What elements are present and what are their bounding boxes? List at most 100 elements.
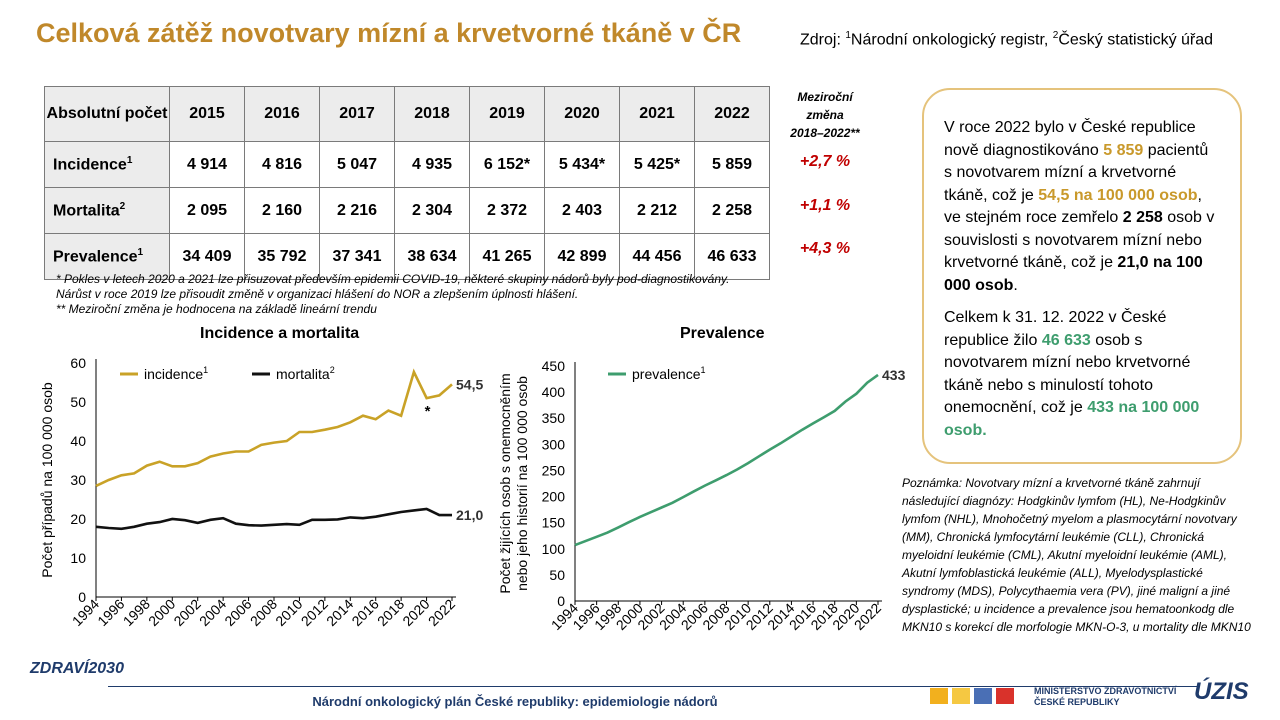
y-tick-label: 50 <box>549 567 565 583</box>
y-tick-label: 20 <box>70 511 86 527</box>
table-notes: * Pokles v letech 2020 a 2021 lze přisuz… <box>56 272 729 317</box>
absolute-count-table: Absolutní počet 2015 2016 2017 2018 2019… <box>44 86 770 280</box>
series-line-prevalence <box>574 373 879 547</box>
legend-label: incidence1 <box>144 365 208 382</box>
year-header: 2016 <box>244 86 320 142</box>
y-tick-label: 200 <box>542 489 566 505</box>
table-cell: 35 792 <box>244 233 320 280</box>
x-tick-label: 2000 <box>145 596 178 629</box>
x-tick-label: 2004 <box>196 596 229 629</box>
note-covid: * Pokles v letech 2020 a 2021 lze přisuz… <box>56 272 730 286</box>
summary-incidence: V roce 2022 bylo v České republice nově … <box>944 119 1215 294</box>
end-value-label: 21,0 <box>456 507 483 523</box>
table-cell: 38 634 <box>394 233 470 280</box>
diagnosis-note: Poznámka: Novotvary mízní a krvetvorné t… <box>902 476 1251 634</box>
x-tick-label: 1996 <box>94 596 127 629</box>
change-prevalence: +4,3 % <box>799 240 851 257</box>
note-2019: Nárůst v roce 2019 lze přisoudit změně v… <box>56 287 579 301</box>
y-tick-label: 0 <box>557 593 565 609</box>
table-cell: 6 152* <box>469 141 545 188</box>
table-cell: 5 859 <box>694 141 770 188</box>
change-incidence: +2,7 % <box>799 153 851 170</box>
series-line-mortalita <box>95 507 452 531</box>
year-header: 2017 <box>319 86 395 142</box>
y-tick-label: 100 <box>542 541 566 557</box>
table-header-row: Absolutní počet 2015 2016 2017 2018 2019… <box>44 86 770 142</box>
y-tick-label: 40 <box>70 433 86 449</box>
table-cell: 5 434* <box>544 141 620 188</box>
table-cell: 5 047 <box>319 141 395 188</box>
x-tick-label: 2020 <box>399 596 432 629</box>
row-label: Mortalita2 <box>44 187 170 234</box>
table-cell: 2 160 <box>244 187 320 234</box>
x-tick-label: 2002 <box>170 596 203 629</box>
x-tick-label: 2016 <box>348 596 381 629</box>
table-cell: 2 258 <box>694 187 770 234</box>
x-tick-label: 2018 <box>374 596 407 629</box>
table-cell: 2 372 <box>469 187 545 234</box>
x-tick-label: 2008 <box>247 596 280 629</box>
chart-title-incidence: Incidence a mortalita <box>200 325 360 342</box>
year-header: 2020 <box>544 86 620 142</box>
table-corner-label: Absolutní počet <box>44 86 170 142</box>
y-axis-label: Počet případů na 100 000 osob <box>39 382 55 578</box>
x-tick-label: 1998 <box>120 596 153 629</box>
table-cell: 41 265 <box>469 233 545 280</box>
covid-annotation: * <box>425 403 431 420</box>
y-tick-label: 250 <box>542 462 566 478</box>
legend-label: mortalita2 <box>276 365 335 382</box>
x-tick-label: 2014 <box>323 596 356 629</box>
series-line-incidence <box>95 368 453 488</box>
end-value-label: 54,5 <box>456 376 483 392</box>
table-cell: 4 935 <box>394 141 470 188</box>
x-tick-label: 2010 <box>272 596 305 629</box>
zdravi-2030-logo: ZDRAVÍ2030 <box>30 660 124 677</box>
table-cell: 2 403 <box>544 187 620 234</box>
table-cell: 34 409 <box>169 233 245 280</box>
y-tick-label: 400 <box>542 384 566 400</box>
table-row-prevalence: Prevalence1 34 409 35 792 37 341 38 634 … <box>44 233 770 280</box>
table-cell: 2 212 <box>619 187 695 234</box>
footer-title: Národní onkologický plán České republiky… <box>312 694 718 709</box>
row-label: Prevalence1 <box>44 233 170 280</box>
table-cell: 4 914 <box>169 141 245 188</box>
table-cell: 4 816 <box>244 141 320 188</box>
table-cell: 42 899 <box>544 233 620 280</box>
year-header: 2021 <box>619 86 695 142</box>
change-mortalita: +1,1 % <box>799 197 851 214</box>
y-tick-label: 30 <box>70 472 86 488</box>
summary-prevalence: Celkem k 31. 12. 2022 v České republice … <box>944 309 1200 439</box>
prevalence-chart: 0501001502002503003504004501994199619982… <box>497 358 906 633</box>
y-axis-label: Počet žijících osob s onemocněním <box>497 373 513 593</box>
table-row-incidence: Incidence1 4 914 4 816 5 047 4 935 6 152… <box>44 141 770 188</box>
page-title: Celková zátěž novotvary mízní a krvetvor… <box>36 18 742 48</box>
y-axis-label: nebo jeho historií na 100 000 osob <box>514 376 530 591</box>
y-tick-label: 450 <box>542 358 566 374</box>
ministry-name: MINISTERSTVO ZDRAVOTNICTVÍ ČESKÉ REPUBLIK… <box>1034 686 1177 707</box>
y-tick-label: 60 <box>70 355 86 371</box>
y-tick-label: 50 <box>70 394 86 410</box>
table-cell: 2 304 <box>394 187 470 234</box>
y-tick-label: 300 <box>542 436 566 452</box>
x-tick-label: 2006 <box>221 596 254 629</box>
ministry-logo-icon <box>930 688 1014 704</box>
legend-label: prevalence1 <box>632 365 706 382</box>
end-value-label: 433 <box>882 367 906 383</box>
year-header: 2018 <box>394 86 470 142</box>
x-tick-label: 2022 <box>425 596 458 629</box>
y-tick-label: 10 <box>70 550 86 566</box>
table-cell: 2 095 <box>169 187 245 234</box>
year-header: 2019 <box>469 86 545 142</box>
y-tick-label: 350 <box>542 410 566 426</box>
note-trend: ** Meziroční změna je hodnocena na zákla… <box>56 302 377 316</box>
table-cell: 46 633 <box>694 233 770 280</box>
uzis-logo: ÚZIS <box>1194 678 1249 705</box>
source-note: Zdroj: 1Národní onkologický registr, 2Če… <box>800 30 1214 49</box>
table-cell: 2 216 <box>319 187 395 234</box>
chart-title-prevalence: Prevalence <box>680 325 765 342</box>
x-tick-label: 1994 <box>69 596 102 629</box>
y-tick-label: 150 <box>542 515 566 531</box>
table-row-mortalita: Mortalita2 2 095 2 160 2 216 2 304 2 372… <box>44 187 770 234</box>
year-header: 2015 <box>169 86 245 142</box>
table-cell: 5 425* <box>619 141 695 188</box>
